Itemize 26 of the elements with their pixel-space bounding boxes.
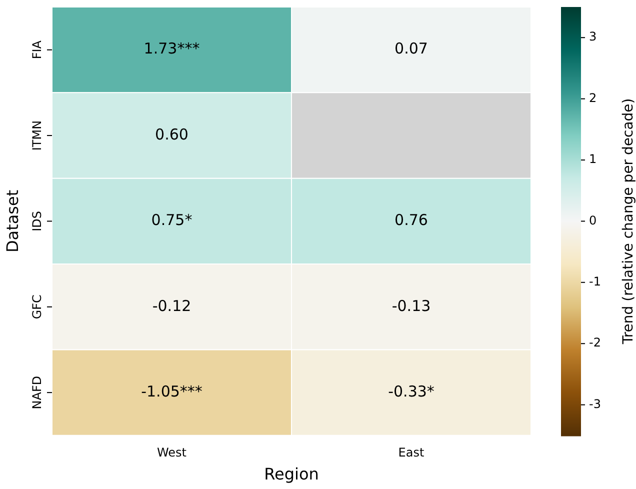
x-axis-title: Region — [264, 464, 319, 484]
data-label: -1.05*** — [141, 382, 203, 400]
data-label: -0.13 — [392, 296, 431, 315]
data-label: -0.33* — [388, 382, 435, 400]
color-bar-title: Trend (relative change per decade) — [620, 98, 636, 346]
y-tick-label: NAFD — [30, 376, 44, 410]
color-bar-label: 0 — [589, 213, 597, 228]
color-bar-label: 3 — [589, 30, 597, 44]
y-tick-label: ITMN — [30, 120, 44, 151]
y-tick-label: GFC — [30, 294, 44, 320]
y-tick-label: IDS — [30, 210, 44, 232]
data-label: -0.12 — [152, 296, 192, 315]
y-tick-label: FIA — [30, 40, 44, 60]
data-label: 0.75* — [151, 211, 193, 230]
data-label: 1.73*** — [144, 40, 200, 58]
color-bar-label: -3 — [589, 396, 601, 411]
x-tick-label: East — [398, 446, 424, 460]
data-label: 0.07 — [394, 40, 428, 58]
y-axis-title: Dataset — [2, 190, 22, 253]
color-bar-label: -2 — [589, 336, 601, 350]
data-label: 0.76 — [394, 211, 428, 230]
color-bar-label: 1 — [589, 152, 597, 166]
color-bar-label: -1 — [589, 274, 601, 289]
color-bar-label: 2 — [589, 90, 597, 105]
data-label: 0.60 — [155, 125, 188, 144]
x-tick-label: West — [156, 446, 187, 460]
